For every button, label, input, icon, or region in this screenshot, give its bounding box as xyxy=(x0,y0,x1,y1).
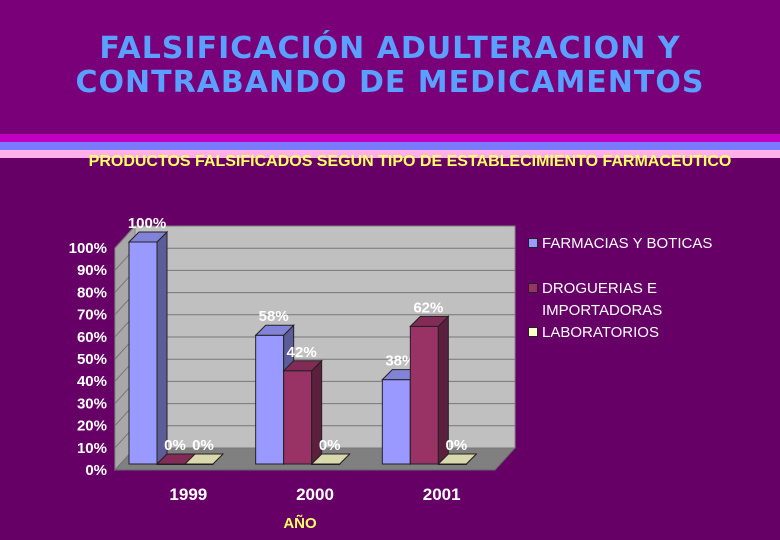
bar-top xyxy=(409,315,450,327)
legend-label: DROGUERIAS E IMPORTADORAS xyxy=(542,280,663,319)
x-axis-label: AÑO xyxy=(283,514,317,532)
legend-swatch xyxy=(528,283,538,293)
bar-top xyxy=(282,360,323,372)
y-tick-label: 30% xyxy=(77,395,107,412)
y-tick-label: 20% xyxy=(77,418,107,435)
data-label: 0% xyxy=(445,437,467,454)
bar xyxy=(381,379,411,465)
slide-title: FALSIFICACIÓN ADULTERACION Y CONTRABANDO… xyxy=(75,31,705,100)
gridline xyxy=(114,225,515,249)
data-label: 42% xyxy=(287,344,317,361)
divider-stripe-magenta xyxy=(0,134,780,142)
data-label: 62% xyxy=(413,299,443,316)
y-tick-label: 100% xyxy=(69,240,107,257)
y-tick-label: 80% xyxy=(77,284,107,301)
legend-label: LABORATORIOS xyxy=(542,324,659,341)
y-tick-label: 0% xyxy=(85,462,107,479)
x-tick-label: 2000 xyxy=(296,485,334,504)
legend-swatch xyxy=(528,238,538,248)
legend-swatch xyxy=(528,327,538,337)
y-tick-label: 70% xyxy=(77,307,107,324)
bar-top xyxy=(127,231,169,243)
y-tick-label: 50% xyxy=(77,351,107,368)
y-tick-label: 90% xyxy=(77,262,107,279)
y-tick-label: 60% xyxy=(77,329,107,346)
bar xyxy=(255,334,285,465)
y-tick-label: 10% xyxy=(77,440,107,457)
bar xyxy=(128,241,158,465)
x-tick-label: 2001 xyxy=(423,485,461,504)
legend-label: FARMACIAS Y BOTICAS xyxy=(542,235,713,252)
data-label: 0% xyxy=(192,437,214,454)
data-label: 58% xyxy=(259,308,289,325)
divider-stripe-blue xyxy=(0,142,780,150)
chart-title: PRODUCTOS FALSIFICADOS SEGUN TIPO DE EST… xyxy=(88,153,732,170)
data-label: 38% xyxy=(385,353,415,370)
bar-top xyxy=(437,453,478,465)
bar-top xyxy=(254,324,295,336)
divider-stripe-pink xyxy=(0,150,780,158)
bar xyxy=(283,370,313,465)
bar-top xyxy=(310,453,351,465)
bar-top xyxy=(183,453,225,465)
title-area: FALSIFICACIÓN ADULTERACION Y CONTRABANDO… xyxy=(0,0,780,134)
bar-side xyxy=(156,230,168,466)
data-label: 0% xyxy=(319,437,341,454)
y-tick-label: 40% xyxy=(77,373,107,390)
x-tick-label: 1999 xyxy=(169,485,207,504)
data-label: 0% xyxy=(164,437,186,454)
bar xyxy=(409,325,439,465)
data-label: 100% xyxy=(128,215,166,232)
